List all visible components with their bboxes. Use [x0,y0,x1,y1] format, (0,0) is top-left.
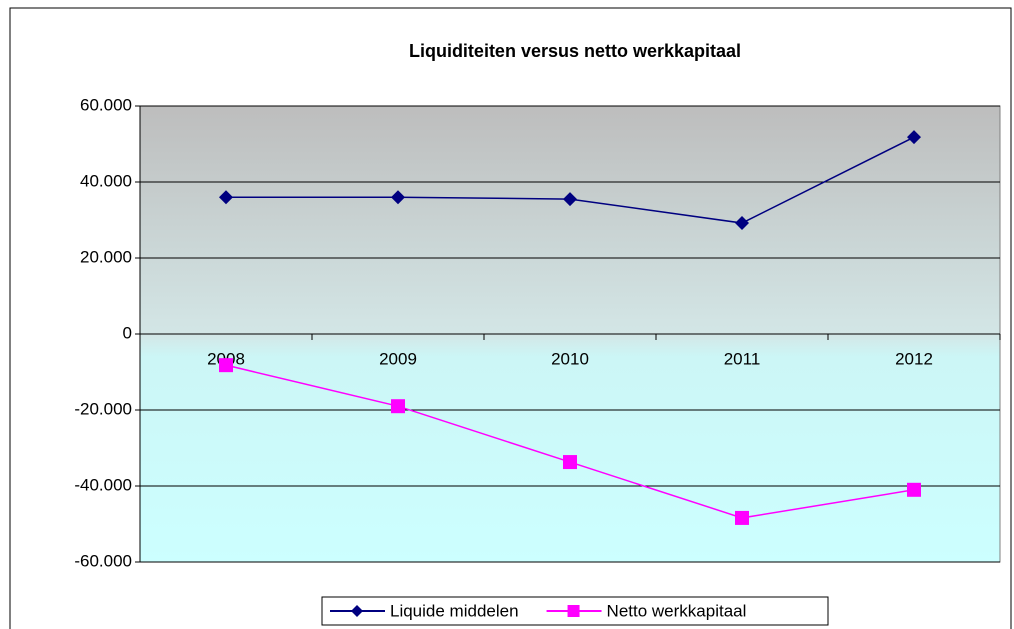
marker [907,130,921,145]
marker [907,482,921,497]
marker [735,510,749,525]
y-tick-label: -40.000 [74,475,132,494]
y-tick-label: -60.000 [74,551,132,570]
chart-title: Liquiditeiten versus netto werkkapitaal [409,41,741,61]
marker [219,358,233,373]
y-tick-label: 40.000 [80,171,132,190]
chart-border [9,7,1012,629]
x-tick-label: 2011 [724,349,761,368]
marker [391,190,405,205]
y-tick-label: 20.000 [80,247,132,266]
x-tick-label: 2012 [895,349,933,368]
marker [563,455,577,470]
x-tick-label: 2010 [551,349,589,368]
marker [567,605,580,617]
legend-label: Netto werkkapitaal [607,601,747,620]
marker [391,399,405,414]
y-tick-label: 60.000 [80,95,132,114]
marker [351,605,363,617]
legend-label: Liquide middelen [390,601,519,620]
marker [735,216,749,231]
x-tick-label: 2009 [379,349,417,368]
y-tick-label: 0 [123,323,132,342]
marker [219,190,233,205]
marker [563,192,577,207]
y-tick-label: -20.000 [74,399,132,418]
